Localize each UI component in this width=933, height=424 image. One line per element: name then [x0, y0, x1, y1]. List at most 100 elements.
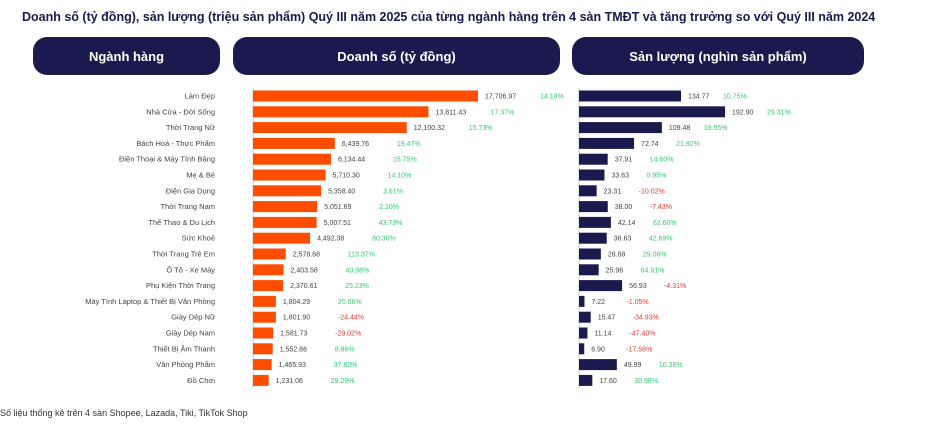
volume-value-label: 36.63 — [614, 236, 632, 243]
volume-value-label: 42.14 — [618, 220, 636, 227]
volume-growth-label: 62.60% — [653, 220, 677, 227]
volume-bar — [579, 311, 591, 323]
revenue-growth-label: 25.23% — [345, 283, 369, 290]
category-label: Điện Gia Dụng — [166, 186, 215, 195]
volume-bar — [579, 280, 623, 292]
revenue-bar — [253, 201, 318, 213]
volume-bar — [579, 343, 585, 355]
revenue-growth-label: 3.61% — [383, 188, 403, 195]
category-label: Thể Thao & Du Lịch — [148, 218, 215, 227]
revenue-value-label: 1,552.86 — [280, 346, 307, 353]
revenue-growth-label: 15.73% — [469, 125, 493, 132]
volume-value-label: 37.91 — [615, 157, 633, 164]
revenue-bar — [253, 216, 317, 228]
category-label: Mẹ & Bé — [186, 171, 215, 180]
revenue-value-label: 1,804.29 — [283, 299, 310, 306]
volume-bar — [579, 327, 588, 339]
volume-growth-label: -1.05% — [626, 299, 648, 306]
revenue-bar — [253, 311, 276, 323]
revenue-bar — [253, 106, 429, 118]
revenue-growth-label: 17.37% — [490, 109, 514, 116]
volume-growth-label: -17.58% — [626, 346, 652, 353]
revenue-value-label: 2,370.61 — [290, 283, 317, 290]
revenue-bar — [253, 137, 335, 149]
volume-growth-label: 14.60% — [650, 157, 674, 164]
revenue-growth-label: 20.66% — [338, 299, 362, 306]
revenue-growth-label: 14.18% — [540, 94, 564, 101]
volume-value-label: 6.90 — [591, 346, 605, 353]
revenue-value-label: 2,403.58 — [291, 267, 318, 274]
category-label: Giày Dép Nam — [166, 329, 215, 338]
revenue-bar — [253, 343, 273, 355]
volume-value-label: 23.31 — [604, 188, 622, 195]
revenue-growth-label: 43.73% — [379, 220, 403, 227]
revenue-bar — [253, 232, 311, 244]
category-label: Đồ Chơi — [187, 376, 215, 385]
volume-bar — [579, 359, 617, 371]
volume-growth-label: -4.31% — [664, 283, 686, 290]
volume-bar — [579, 248, 601, 260]
volume-growth-label: 29.06% — [643, 252, 667, 259]
volume-bar — [579, 201, 608, 213]
revenue-value-label: 1,581.73 — [280, 331, 307, 338]
revenue-growth-label: 19.47% — [397, 141, 421, 148]
category-label: Máy Tính Laptop & Thiết Bị Văn Phòng — [85, 297, 215, 306]
revenue-value-label: 5,051.69 — [324, 204, 351, 211]
revenue-bar — [253, 264, 284, 276]
volume-value-label: 56.93 — [629, 283, 647, 290]
revenue-growth-label: 29.29% — [331, 378, 355, 385]
volume-value-label: 192.90 — [732, 109, 754, 116]
revenue-value-label: 5,358.40 — [328, 188, 355, 195]
revenue-value-label: 17,706.97 — [485, 94, 516, 101]
volume-value-label: 25.96 — [606, 267, 624, 274]
revenue-growth-label: -29.02% — [335, 331, 361, 338]
revenue-growth-label: 40.98% — [346, 267, 370, 274]
category-label: Thời Trang Nam — [160, 202, 215, 211]
revenue-value-label: 1,465.93 — [279, 362, 306, 369]
revenue-growth-label: 2.10% — [379, 204, 399, 211]
volume-value-label: 17.60 — [599, 378, 617, 385]
volume-growth-label: -34.93% — [633, 315, 659, 322]
revenue-bar — [253, 295, 276, 307]
volume-value-label: 11.14 — [594, 331, 611, 338]
volume-growth-label: -47.40% — [629, 331, 655, 338]
revenue-bar — [253, 185, 322, 197]
volume-value-label: 33.63 — [611, 173, 629, 180]
revenue-bar — [253, 327, 274, 339]
volume-bar — [579, 185, 597, 197]
volume-growth-label: 18.55% — [704, 125, 728, 132]
revenue-bar — [253, 248, 286, 260]
volume-bar — [579, 106, 725, 118]
category-label: Nhà Cửa - Đời Sống — [146, 107, 215, 116]
revenue-value-label: 6,134.44 — [338, 157, 365, 164]
revenue-bar — [253, 153, 331, 165]
volume-value-label: 109.48 — [669, 125, 691, 132]
volume-growth-label: 30.98% — [634, 378, 658, 385]
volume-growth-label: 21.92% — [676, 141, 700, 148]
revenue-bar — [253, 280, 284, 292]
revenue-growth-label: 113.37% — [348, 252, 375, 259]
volume-bar — [579, 169, 605, 181]
volume-growth-label: 10.36% — [659, 362, 683, 369]
volume-growth-label: 10.75% — [723, 94, 747, 101]
revenue-bar — [253, 90, 478, 102]
chart-title: Doanh số (tỷ đồng), sản lượng (triệu sản… — [22, 10, 876, 24]
revenue-growth-label: 8.86% — [335, 346, 355, 353]
volume-bar — [579, 90, 682, 102]
revenue-value-label: 5,710.30 — [333, 173, 360, 180]
volume-bar — [579, 232, 607, 244]
volume-value-label: 15.47 — [598, 315, 616, 322]
volume-growth-label: 29.31% — [767, 109, 791, 116]
volume-bar — [579, 295, 585, 307]
volume-bar — [579, 137, 635, 149]
volume-bar — [579, 122, 662, 134]
volume-growth-label: 64.91% — [641, 267, 665, 274]
category-label: Phụ Kiện Thời Trang — [146, 281, 215, 290]
category-label: Thời Trang Nữ — [166, 123, 215, 132]
category-label: Điện Thoại & Máy Tính Bảng — [119, 155, 215, 164]
header-volume: Sản lượng (nghìn sản phẩm) — [572, 37, 864, 75]
revenue-value-label: 1,801.90 — [283, 315, 310, 322]
revenue-value-label: 12,100.32 — [414, 125, 445, 132]
revenue-growth-label: 15.75% — [393, 157, 417, 164]
